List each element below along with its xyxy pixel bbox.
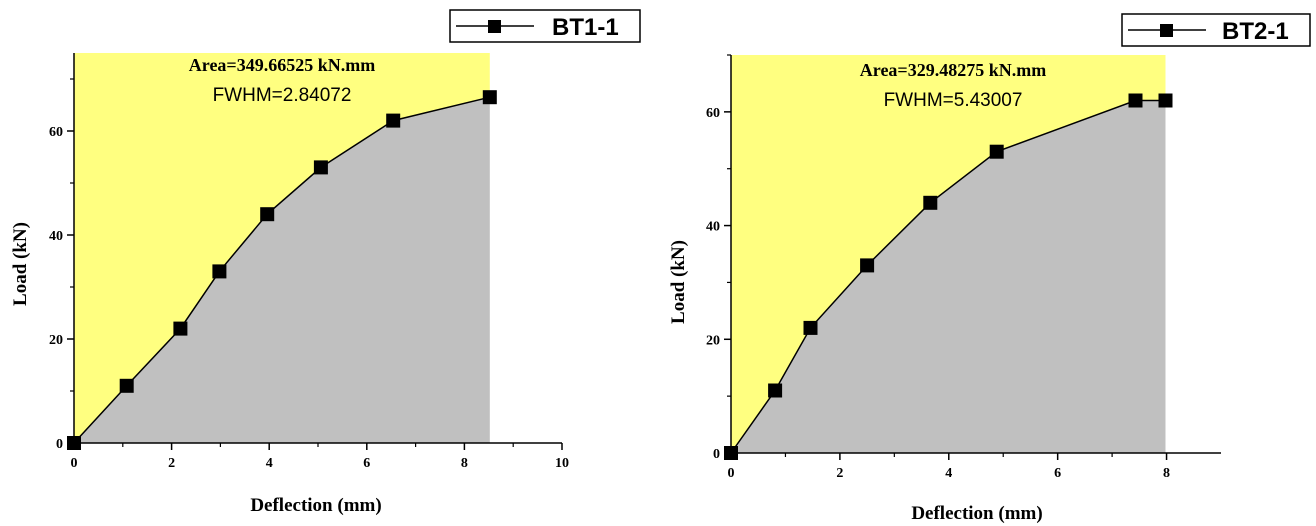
series-line-bt1-1: [73, 96, 490, 444]
data-point-marker: [724, 446, 738, 460]
x-tick-label: 4: [266, 456, 273, 471]
y-tick-label: 0: [713, 447, 720, 462]
legend-marker: [488, 20, 501, 33]
series-markers: [724, 93, 1173, 460]
x-tick-label: 8: [1163, 466, 1170, 481]
area-under-curve: [731, 100, 1166, 453]
data-point-marker: [989, 144, 1004, 159]
y-tick-label: 0: [56, 437, 63, 452]
data-point-marker: [482, 90, 497, 105]
y-axis-title: Load (kN): [10, 222, 31, 306]
chart-bt1-1: 0 2 4 6 8 10 0 20 40 60 Area=349.66525 kN.mm FWHM…: [10, 9, 641, 516]
x-tick-label: 10: [555, 456, 569, 471]
x-tick-label: 6: [1054, 466, 1061, 481]
x-tick-label: 0: [71, 456, 78, 471]
area-above-curve: [74, 53, 490, 443]
data-point-marker: [260, 207, 275, 222]
area-under-curve: [74, 97, 490, 443]
tick-labels: 0 2 4 6 8 10 0 20 40 60: [49, 125, 569, 471]
data-point-marker: [923, 195, 938, 210]
legend: BT1-1: [449, 9, 641, 43]
chart-bt2-1: 0 2 4 6 8 0 20 40 60 Area=329.48275 kN.mm FWHM=5…: [668, 13, 1311, 524]
fwhm-annotation: FWHM=2.84072: [213, 85, 352, 106]
legend-label: BT2-1: [1222, 18, 1289, 45]
data-point-marker: [1158, 93, 1173, 108]
x-tick-label: 6: [363, 456, 370, 471]
x-tick-label: 0: [728, 466, 735, 481]
y-tick-label: 60: [49, 125, 63, 140]
legend-marker: [1160, 24, 1173, 37]
legend-label: BT1-1: [552, 14, 619, 41]
series-line-bt2-1: [730, 99, 1166, 454]
area-annotation: Area=329.48275 kN.mm: [860, 60, 1046, 80]
x-tick-label: 8: [461, 456, 468, 471]
area-annotation: Area=349.66525 kN.mm: [189, 55, 375, 75]
x-tick-label: 2: [836, 466, 843, 481]
data-point-marker: [313, 160, 328, 175]
y-tick-label: 60: [706, 106, 720, 121]
y-tick-label: 20: [49, 333, 63, 348]
data-point-marker: [768, 383, 783, 398]
data-point-marker: [386, 113, 401, 128]
tick-labels: 0 2 4 6 8 0 20 40 60: [706, 106, 1170, 481]
data-point-marker: [803, 320, 818, 335]
fwhm-annotation: FWHM=5.43007: [884, 90, 1023, 111]
x-axis-title: Deflection (mm): [911, 503, 1042, 524]
x-tick-label: 4: [945, 466, 952, 481]
data-point-marker: [67, 436, 81, 450]
data-point-marker: [173, 321, 188, 336]
y-tick-label: 40: [706, 220, 720, 235]
data-point-marker: [1128, 93, 1143, 108]
x-tick-label: 2: [168, 456, 175, 471]
y-tick-label: 20: [706, 333, 720, 348]
area-above-curve: [731, 55, 1166, 453]
series-markers: [67, 90, 497, 450]
data-point-marker: [860, 258, 875, 273]
data-point-marker: [212, 264, 227, 279]
x-axis-title: Deflection (mm): [250, 495, 381, 516]
data-point-marker: [119, 378, 134, 393]
y-tick-label: 40: [49, 229, 63, 244]
legend: BT2-1: [1121, 13, 1311, 47]
y-axis-title: Load (kN): [668, 240, 689, 324]
